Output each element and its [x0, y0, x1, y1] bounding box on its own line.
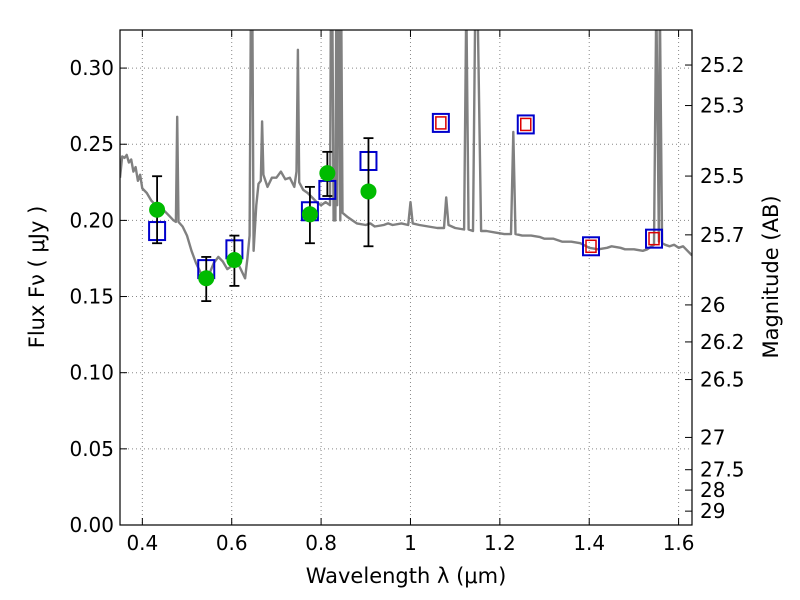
magnitude-tick-label: 26.5 [700, 368, 745, 392]
magnitude-tick-label: 27.5 [700, 458, 745, 482]
sed-line [120, 30, 692, 280]
x-tick-label: 1.2 [484, 531, 516, 555]
y-tick-label: 0.25 [69, 132, 114, 156]
x-tick-label: 1.6 [663, 531, 695, 555]
x-axis-label: Wavelength λ (μm) [306, 564, 507, 588]
magnitude-tick-label: 25.7 [700, 223, 745, 247]
y-tick-label: 0.10 [69, 361, 114, 385]
x-tick-label: 1 [404, 531, 417, 555]
x-tick-label: 1.4 [573, 531, 605, 555]
model-box [645, 228, 664, 249]
y2-axis-label: Magnitude (AB) [759, 195, 783, 358]
magnitude-tick-label: 25.2 [700, 53, 745, 77]
observed-point [319, 165, 336, 182]
y-tick-label: 0.00 [69, 513, 114, 537]
x-tick-label: 0.4 [126, 531, 158, 555]
model-box [431, 112, 450, 133]
model-box-nir [435, 116, 447, 130]
y-tick-label: 0.15 [69, 285, 114, 309]
axis-ticks: 0.4 0.6 0.8 1 1.2 1.4 1.6 0.00 0.05 0.10 0.15 0.20 0… [69, 30, 745, 555]
y-tick-label: 0.05 [69, 437, 114, 461]
observed-point [149, 201, 166, 218]
observed-point [301, 206, 318, 223]
magnitude-tick-label: 27 [700, 425, 725, 449]
magnitude-tick-label: 28 [700, 478, 725, 502]
observed-point [226, 251, 243, 268]
magnitude-tick-label: 29 [700, 499, 725, 523]
y-axis-label: Flux Fν ( μJy ) [25, 206, 49, 349]
model-box [582, 236, 601, 257]
x-tick-label: 0.8 [305, 531, 337, 555]
plot-frame [119, 29, 693, 526]
observed-point [360, 183, 377, 200]
plot-area [120, 30, 692, 303]
model-box-nir [648, 231, 660, 246]
x-tick-label: 0.6 [216, 531, 248, 555]
y-tick-label: 0.20 [69, 208, 114, 232]
magnitude-tick-label: 26.2 [700, 330, 745, 354]
model-box-nir [585, 239, 597, 254]
magnitude-tick-label: 25.3 [700, 94, 745, 118]
observed-point [198, 270, 215, 287]
magnitude-tick-label: 26 [700, 293, 725, 317]
model-box [516, 114, 535, 135]
magnitude-tick-label: 25.5 [700, 164, 745, 188]
y-tick-label: 0.30 [69, 56, 114, 80]
model-box-nir [520, 117, 532, 132]
